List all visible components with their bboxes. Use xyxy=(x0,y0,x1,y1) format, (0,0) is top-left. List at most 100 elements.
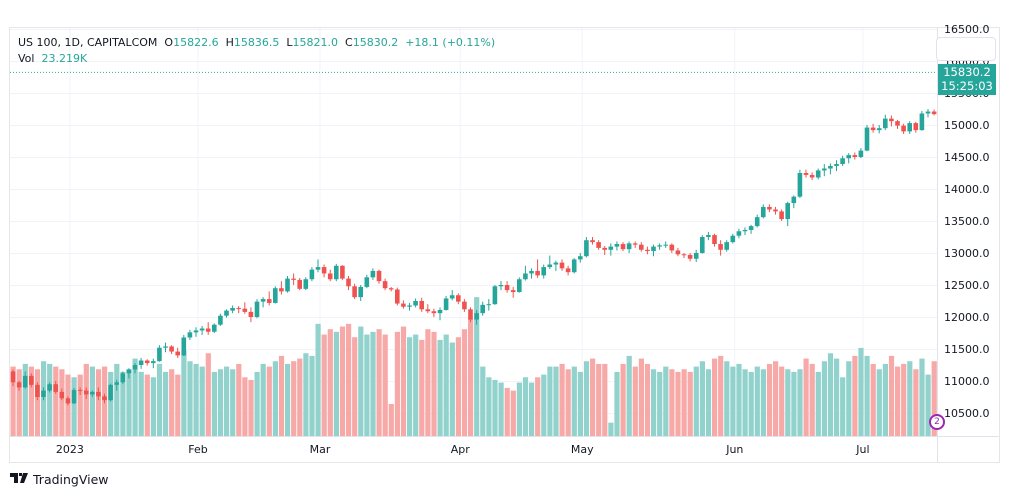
candle-body xyxy=(35,384,40,397)
volume-bar xyxy=(718,355,724,436)
candle-body xyxy=(205,328,211,332)
volume-bar xyxy=(358,326,364,436)
x-tick-label: Apr xyxy=(451,443,471,456)
candle-body xyxy=(108,384,113,401)
volume-bar xyxy=(510,390,516,436)
volume-bar xyxy=(522,377,529,436)
volume-bar xyxy=(547,366,553,436)
candle-body xyxy=(364,277,370,287)
candle-body xyxy=(925,111,931,114)
volume-bar xyxy=(144,374,150,436)
volume-bar xyxy=(541,374,547,436)
volume-bar xyxy=(28,366,34,436)
candle-body xyxy=(83,390,89,395)
events-marker[interactable]: 2 xyxy=(929,414,945,430)
last-price-tag: 15830.2 15:25:03 xyxy=(938,64,996,95)
candle-body xyxy=(181,337,187,356)
last-price-value: 15830.2 xyxy=(943,65,991,79)
candle-body xyxy=(815,170,821,178)
volume-bar xyxy=(602,363,608,436)
candle-body xyxy=(151,361,156,364)
volume-bar xyxy=(285,363,291,436)
volume-bar xyxy=(651,369,657,436)
high-value: 15836.5 xyxy=(233,36,280,49)
volume-bar xyxy=(596,363,602,436)
candle-body xyxy=(645,249,650,252)
candle-body xyxy=(163,346,168,348)
volume-bar xyxy=(663,366,669,436)
volume-bar xyxy=(10,366,16,436)
symbol-title[interactable]: US 100, 1D, CAPITALCOM xyxy=(18,36,158,49)
volume-bar xyxy=(461,329,468,436)
candle-body xyxy=(340,265,345,279)
volume-bar xyxy=(748,371,754,436)
volume-bar xyxy=(193,363,199,436)
volume-bar xyxy=(913,369,919,436)
volume-bar xyxy=(876,369,882,436)
volume-bar xyxy=(150,377,156,436)
volume-bar xyxy=(632,366,638,436)
volume-bar xyxy=(278,355,285,436)
candle-body xyxy=(907,123,912,132)
candle-body xyxy=(419,301,424,310)
volume-bar xyxy=(559,363,565,436)
candle-body xyxy=(510,290,516,293)
volume-bar xyxy=(400,326,407,436)
volume-bar xyxy=(730,366,736,436)
volume-bar xyxy=(907,361,913,436)
volume-bar xyxy=(309,355,315,436)
volume-bar xyxy=(242,377,248,436)
candle-body xyxy=(706,235,711,237)
volume-bar xyxy=(449,342,455,436)
candle-body xyxy=(687,254,693,259)
volume-bar xyxy=(236,363,242,436)
candle-body xyxy=(840,158,845,165)
candle-body xyxy=(809,174,815,178)
candle-body xyxy=(675,250,681,255)
candle-body xyxy=(578,256,583,260)
volume-bar xyxy=(315,323,321,436)
candle-body xyxy=(480,304,485,314)
candle-body xyxy=(370,270,376,278)
volume-row: Vol 23.219K xyxy=(18,51,495,67)
volume-bar xyxy=(638,358,644,436)
volume-bar xyxy=(608,422,614,436)
candle-body xyxy=(712,235,717,245)
tradingview-logo[interactable]: TradingView xyxy=(10,472,109,487)
candle-body xyxy=(498,285,504,287)
candle-body xyxy=(797,173,803,197)
y-tick-label: 13500.0 xyxy=(944,215,990,228)
candle-body xyxy=(10,371,16,383)
volume-bar xyxy=(89,366,95,436)
volume-bar xyxy=(724,361,730,436)
volume-bar xyxy=(217,369,224,436)
price-scale-top-button[interactable] xyxy=(936,37,996,61)
candle-body xyxy=(346,278,351,287)
volume-bar xyxy=(419,339,425,436)
candle-body xyxy=(425,309,431,312)
candle-body xyxy=(553,262,559,265)
volume-bar xyxy=(620,363,626,436)
volume-bar xyxy=(693,366,699,436)
x-tick-label: Feb xyxy=(188,443,207,456)
y-tick-label: 13000.0 xyxy=(944,247,990,260)
volume-bar xyxy=(53,366,59,436)
candle-body xyxy=(693,253,699,259)
candle-body xyxy=(236,308,241,310)
candle-body xyxy=(285,278,290,292)
volume-bar xyxy=(120,371,126,436)
candle-body xyxy=(468,309,473,320)
volume-bar xyxy=(571,366,577,436)
volume-bar xyxy=(230,369,236,436)
volume-bar xyxy=(583,361,590,436)
volume-bar xyxy=(95,369,102,436)
volume-bar xyxy=(83,363,89,436)
volume-bar xyxy=(169,369,175,436)
candle-body xyxy=(144,360,150,364)
volume-bar xyxy=(138,371,144,436)
candle-body xyxy=(303,279,309,289)
candle-body xyxy=(571,259,577,273)
volume-bar xyxy=(492,379,498,436)
candle-body xyxy=(230,308,235,311)
